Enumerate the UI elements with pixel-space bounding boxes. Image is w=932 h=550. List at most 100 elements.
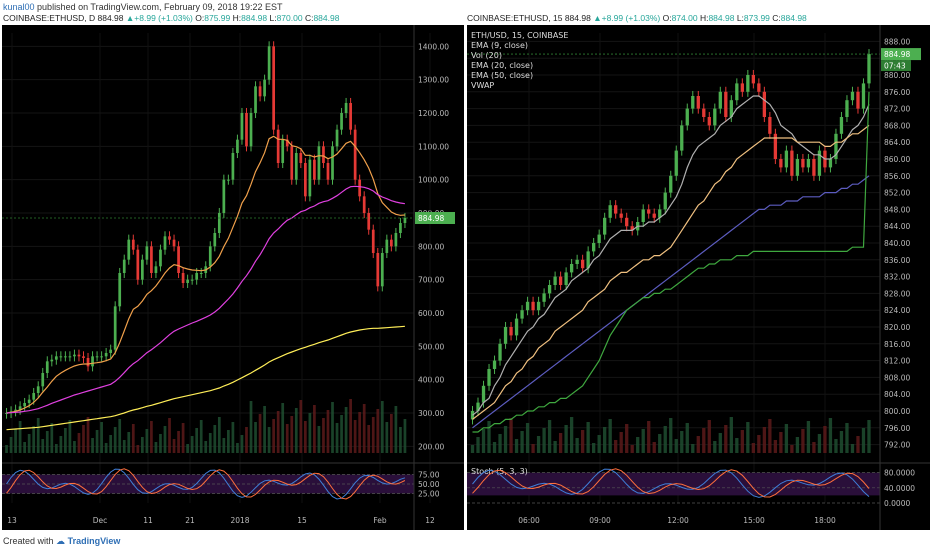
candle-body — [403, 218, 407, 223]
volume-bar — [823, 426, 827, 453]
volume-bar — [54, 444, 58, 453]
author-link[interactable]: kunal00 — [3, 2, 35, 12]
x-tick-label: 21 — [185, 516, 195, 525]
volume-bar — [95, 430, 99, 453]
candle-body — [839, 117, 844, 134]
volume-bar — [487, 421, 491, 453]
candle-body — [619, 213, 623, 218]
candle-body — [45, 361, 49, 373]
candle-body — [32, 393, 36, 400]
candle-body — [254, 86, 257, 113]
candle-body — [641, 209, 645, 222]
published-text: published on TradingView.com, February 0… — [37, 2, 283, 12]
volume-bar — [536, 436, 541, 453]
volume-bar — [294, 408, 298, 453]
y-tick-label: 872.00 — [884, 105, 910, 114]
volume-bar — [520, 431, 524, 453]
volume-bar — [385, 422, 389, 453]
right-chart-panel[interactable]: 888.00884.00880.00876.00872.00868.00864.… — [467, 25, 930, 530]
x-tick-label: 09:00 — [589, 516, 611, 525]
candle-body — [614, 205, 618, 214]
volume-bar — [509, 418, 513, 453]
volume-bar — [669, 418, 673, 453]
volume-bar — [299, 400, 303, 453]
candle-body — [213, 233, 217, 247]
candle-body — [790, 150, 794, 176]
volume-bar — [163, 426, 167, 453]
candle-body — [64, 356, 67, 358]
candle-body — [553, 276, 557, 285]
volume-bar — [481, 429, 486, 453]
right-close: 884.98 — [780, 13, 807, 23]
y-tick-label: 852.00 — [884, 189, 910, 198]
legend-item[interactable]: VWAP — [471, 81, 495, 90]
stoch-title: Stoch (5, 3, 3) — [471, 467, 528, 476]
candle-body — [104, 353, 108, 357]
volume-bar — [817, 434, 822, 453]
volume-bar — [32, 426, 36, 453]
right-chart-svg[interactable]: 888.00884.00880.00876.00872.00868.00864.… — [467, 25, 930, 530]
volume-bar — [186, 444, 189, 453]
volume-bar — [68, 420, 72, 453]
candle-body — [77, 354, 81, 357]
ema_20-line — [472, 124, 870, 420]
volume-bar — [344, 407, 348, 453]
candle-body — [236, 139, 239, 153]
candle-body — [367, 213, 371, 230]
ema_50-line — [472, 175, 870, 429]
y-tick-label: 800.00 — [884, 407, 910, 416]
y-tick-label: 400.00 — [418, 376, 444, 385]
candle-body — [231, 153, 235, 180]
last-price-badge — [881, 48, 921, 61]
left-chart-panel[interactable]: 1400.001300.001200.001100.001000.00900.0… — [2, 25, 464, 530]
right-price: 884.98 — [564, 13, 591, 23]
volume-bar — [290, 416, 294, 453]
candle-body — [801, 159, 805, 168]
left-high: 884.98 — [241, 13, 268, 23]
volume-bar — [217, 417, 221, 453]
candle-body — [349, 103, 352, 130]
volume-bar — [861, 428, 866, 453]
volume-bar — [801, 429, 805, 453]
volume-bar — [597, 435, 601, 453]
last-price-label: 884.98 — [884, 50, 910, 59]
y-tick-label: 800.00 — [418, 242, 444, 251]
candle-body — [746, 75, 750, 92]
volume-bar — [267, 427, 271, 453]
tradingview-brand[interactable]: TradingView — [67, 536, 121, 546]
right-low: 873.99 — [743, 13, 770, 23]
right-open: 874.00 — [671, 13, 698, 23]
candle-body — [263, 79, 266, 97]
volume-bar — [729, 417, 733, 453]
volume-bar — [340, 415, 343, 453]
legend-item[interactable]: EMA (50, close) — [471, 71, 534, 80]
left-chart-svg[interactable]: 1400.001300.001200.001100.001000.00900.0… — [2, 25, 464, 530]
legend-item[interactable]: EMA (9, close) — [471, 41, 528, 50]
left-symbol: COINBASE:ETHUSD — [3, 13, 85, 23]
legend-item[interactable]: EMA (20, close) — [471, 61, 534, 70]
volume-bar — [371, 417, 375, 453]
candle-body — [163, 236, 167, 250]
legend-item[interactable]: Vol (20) — [471, 51, 502, 60]
volume-bar — [641, 429, 645, 453]
y-tick-label: 796.00 — [884, 424, 910, 433]
volume-bar — [204, 441, 208, 453]
candle-body — [547, 285, 552, 294]
y-tick-label: 844.00 — [884, 222, 910, 231]
y-tick-label: 848.00 — [884, 205, 910, 214]
candle-body — [317, 146, 321, 180]
candle-body — [735, 83, 739, 101]
volume-bar — [779, 432, 783, 453]
candle-body — [91, 356, 94, 367]
countdown-label: 07:43 — [884, 62, 906, 71]
candle-body — [190, 279, 194, 281]
volume-bar — [113, 427, 117, 453]
tradingview-logo-icon: ☁ — [56, 536, 66, 546]
volume-bar — [702, 428, 706, 453]
candle-body — [520, 310, 524, 319]
volume-bar — [136, 445, 140, 453]
volume-bar — [647, 421, 651, 453]
candle-body — [177, 246, 180, 273]
volume-bar — [326, 410, 330, 453]
candle-body — [186, 279, 189, 283]
